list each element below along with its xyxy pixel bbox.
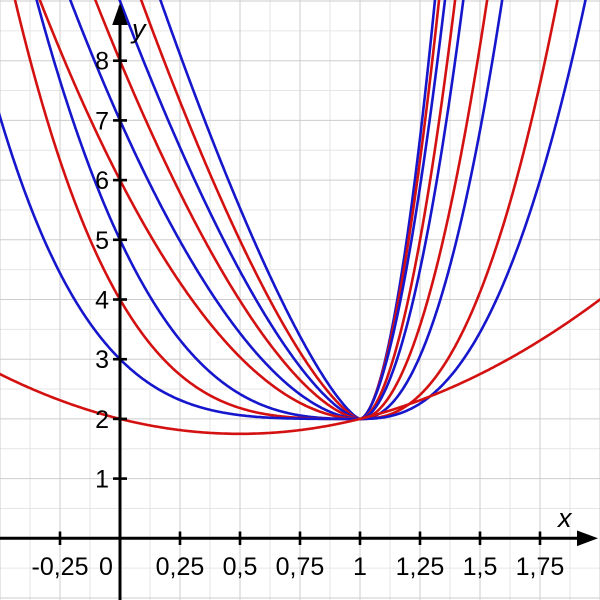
x-tick-labels: -0,25 0 0,25 0,5 0,75 1 1,25 1,5 1,75 — [32, 553, 565, 581]
x-tick-label: 1 — [353, 553, 367, 581]
axis-ticks — [58, 59, 542, 545]
y-tick-label: 4 — [95, 287, 109, 315]
y-axis-arrow-icon — [112, 3, 128, 25]
x-tick-label: 0,5 — [223, 553, 258, 581]
x-tick-label: 1,5 — [463, 553, 498, 581]
x-tick-label: 0,75 — [276, 553, 325, 581]
x-axis-label: x — [556, 503, 573, 533]
y-tick-label: 7 — [95, 107, 109, 135]
curve-f6[interactable] — [0, 0, 497, 421]
curve-f7[interactable] — [0, 0, 487, 421]
y-tick-label: 3 — [95, 346, 109, 374]
x-tick-label: -0,25 — [32, 553, 89, 581]
x-tick-label: 1,75 — [516, 553, 565, 581]
y-tick-labels: 1 2 3 4 5 6 7 8 — [95, 48, 109, 494]
curve-f8[interactable] — [16, 0, 477, 421]
x-tick-label: 1,25 — [396, 553, 445, 581]
y-tick-label: 6 — [95, 167, 109, 195]
x-axis-arrow-icon — [577, 530, 598, 547]
curve-f9[interactable] — [41, 0, 467, 421]
y-tick-label: 1 — [95, 466, 109, 494]
y-axis-label: y — [130, 14, 147, 44]
x-tick-label: 0 — [99, 553, 113, 581]
curves-layer — [0, 0, 600, 436]
curve-f4[interactable] — [0, 0, 541, 421]
curve-f5[interactable] — [0, 0, 526, 421]
y-tick-label: 2 — [95, 406, 109, 434]
y-tick-label: 5 — [95, 227, 109, 255]
curve-f1[interactable] — [0, 297, 600, 436]
axes — [0, 3, 598, 600]
y-tick-label: 8 — [95, 48, 109, 76]
x-tick-label: 0,25 — [156, 553, 205, 581]
curve-f2[interactable] — [0, 0, 600, 421]
